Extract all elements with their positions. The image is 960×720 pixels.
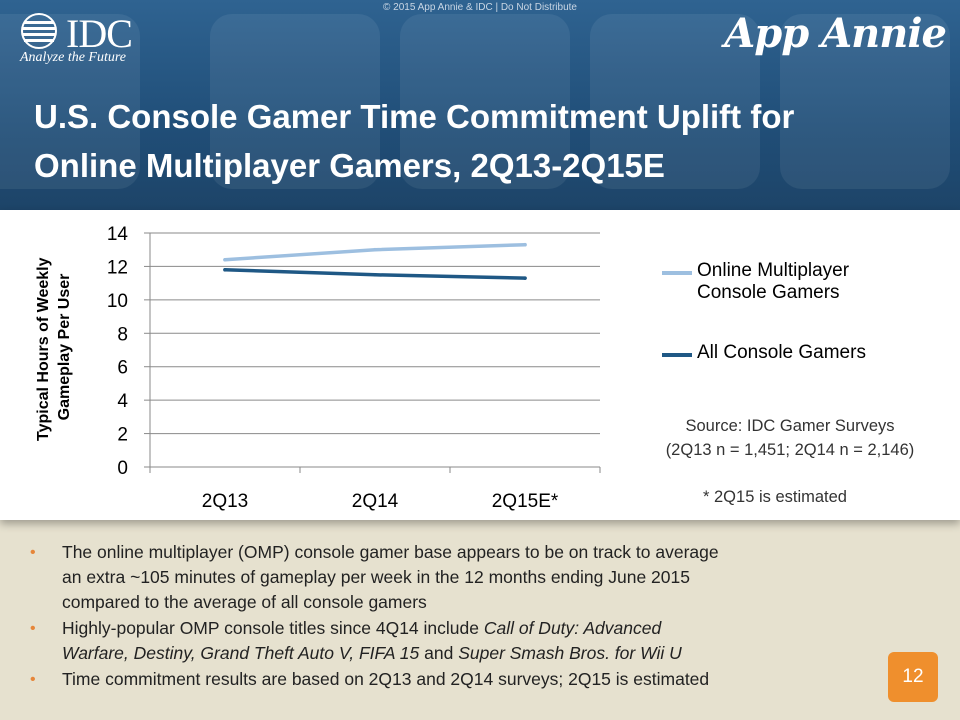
y-tick-label: 10: [107, 291, 128, 312]
bullet-item: The online multiplayer (OMP) console gam…: [30, 540, 880, 615]
y-tick-label: 12: [107, 257, 128, 278]
legend-label-line: Online Multiplayer: [697, 260, 850, 281]
slide-title-line: Online Multiplayer Gamers, 2Q13-2Q15E: [34, 147, 665, 184]
bullet-item: Highly-popular OMP console titles since …: [30, 616, 880, 666]
x-tick-label: 2Q13: [202, 491, 248, 512]
source-note: Source: IDC Gamer Surveys (2Q13 n = 1,45…: [640, 414, 940, 462]
header-banner: © 2015 App Annie & IDC | Do Not Distribu…: [0, 0, 960, 210]
page-number-badge: 12: [888, 652, 938, 702]
y-tick-label: 14: [107, 224, 129, 245]
source-line: Source: IDC Gamer Surveys: [685, 417, 895, 435]
bullet-list: The online multiplayer (OMP) console gam…: [30, 540, 880, 693]
bullet-text: The online multiplayer (OMP) console gam…: [62, 542, 719, 562]
idc-logo-text: IDC: [66, 11, 133, 56]
bullet-text: and: [419, 643, 459, 663]
x-tick-label: 2Q14: [352, 491, 399, 512]
data-point: [223, 257, 227, 262]
copyright-notice: © 2015 App Annie & IDC | Do Not Distribu…: [383, 2, 577, 13]
game-title: Super Smash Bros. for Wii U: [458, 643, 682, 663]
slide-title: U.S. Console Gamer Time Commitment Uplif…: [34, 92, 934, 190]
estimate-note: * 2Q15 is estimated: [703, 488, 847, 506]
bullet-text: compared to the average of all console g…: [62, 592, 427, 612]
legend-label-line: Console Gamers: [697, 282, 840, 303]
background-tile: [400, 14, 570, 189]
source-line: (2Q13 n = 1,451; 2Q14 n = 2,146): [665, 441, 915, 459]
series-lines: [223, 242, 527, 280]
y-axis-label-line: Gameplay Per User: [56, 274, 73, 421]
x-tick-label: 2Q15E*: [492, 491, 559, 512]
legend-item-all-console: All Console Gamers: [662, 342, 866, 364]
game-title: Warfare, Destiny, Grand Theft Auto V, FI…: [62, 643, 420, 663]
background-tile: [0, 14, 140, 189]
y-tick-label: 2: [117, 425, 128, 446]
legend-swatch: [662, 271, 692, 275]
bullet-text: Time commitment results are based on 2Q1…: [62, 669, 710, 689]
legend-item-online-multiplayer: Online Multiplayer Console Gamers: [662, 260, 849, 304]
data-point: [373, 247, 377, 252]
idc-tagline: Analyze the Future: [20, 50, 127, 65]
y-axis-ticks: 0 2 4 6 8 10 12 14: [107, 224, 129, 479]
data-point: [373, 272, 377, 277]
y-tick-label: 6: [117, 358, 128, 379]
slide-title-line: U.S. Console Gamer Time Commitment Uplif…: [34, 98, 795, 135]
gridlines: [144, 232, 600, 468]
x-axis-ticks: 2Q13 2Q14 2Q15E*: [149, 467, 601, 512]
idc-globe-icon: [21, 13, 57, 49]
line-chart: 0 2 4 6 8 10 12 14 2Q13 2Q14 2Q15E* Typical Hours…: [35, 224, 601, 512]
data-point: [223, 267, 227, 272]
game-title: Call of Duty: Advanced: [483, 618, 662, 638]
y-tick-label: 4: [117, 391, 128, 412]
bullet-text: an extra ~105 minutes of gameplay per we…: [62, 567, 690, 587]
chart-panel: 0 2 4 6 8 10 12 14 2Q13 2Q14 2Q15E* Typical Hours…: [0, 210, 960, 520]
bullet-item: Time commitment results are based on 2Q1…: [30, 667, 880, 692]
background-tile: [780, 14, 950, 189]
series-line: [223, 242, 527, 262]
data-point: [523, 242, 527, 247]
legend-label: Online Multiplayer Console Gamers: [697, 260, 849, 304]
app-annie-logo: App Annie: [724, 10, 947, 57]
y-tick-label: 0: [117, 458, 128, 479]
y-axis-label-line: Typical Hours of Weekly: [35, 257, 52, 441]
y-axis-label: Typical Hours of Weekly Gameplay Per Use…: [35, 253, 73, 441]
background-tile: [210, 14, 380, 189]
bullet-text: Highly-popular OMP console titles since …: [62, 618, 484, 638]
data-point: [523, 276, 527, 280]
y-tick-label: 8: [117, 324, 128, 345]
background-tile: [590, 14, 760, 189]
legend-label: All Console Gamers: [697, 342, 866, 363]
legend-swatch: [662, 353, 692, 357]
